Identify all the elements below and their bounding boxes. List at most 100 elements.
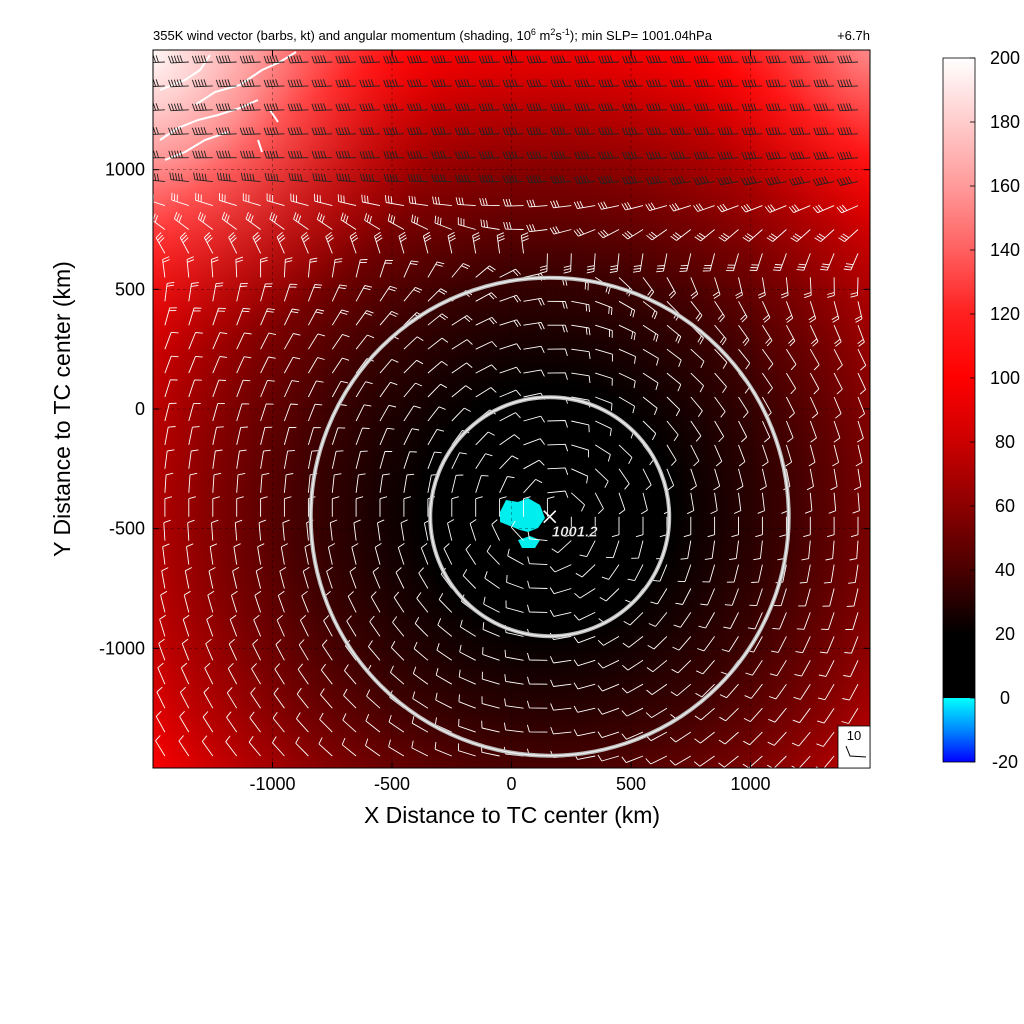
- wind-barb: [454, 127, 476, 136]
- wind-barb: [335, 55, 357, 64]
- wind-barb: [769, 660, 787, 677]
- wind-barb: [308, 308, 325, 326]
- wind-barb: [527, 676, 548, 685]
- wind-barb: [327, 543, 336, 565]
- wind-barb: [432, 196, 452, 207]
- wind-barb: [642, 300, 658, 320]
- wind-barb: [499, 455, 519, 470]
- wind-barb: [595, 420, 612, 436]
- wind-barb: [188, 449, 199, 469]
- wind-barb: [573, 635, 596, 644]
- colorbar-tick-label: 100: [990, 368, 1020, 388]
- wind-barb: [260, 283, 273, 302]
- wind-barb: [570, 492, 586, 512]
- wind-barb: [475, 387, 497, 398]
- wind-barb: [173, 211, 190, 230]
- wind-barb: [254, 590, 262, 613]
- wind-barb: [724, 588, 739, 606]
- colorbar-tick-label: 0: [1000, 688, 1010, 708]
- wind-barb: [239, 127, 261, 136]
- wind-barb: [627, 564, 644, 582]
- wind-barb: [551, 540, 572, 554]
- wind-barb: [383, 103, 404, 112]
- wind-barb: [741, 79, 763, 88]
- reference-barb: 10: [837, 725, 871, 769]
- wind-barb: [502, 79, 524, 88]
- wind-barb: [594, 492, 604, 515]
- wind-barb: [236, 379, 251, 398]
- min-slp-label: 1001.2: [552, 524, 599, 541]
- wind-barb: [403, 260, 419, 278]
- wind-barb: [597, 636, 620, 646]
- wind-barb: [412, 691, 429, 709]
- wind-barb: [277, 590, 285, 613]
- y-tick-label: 500: [115, 279, 145, 299]
- wind-barb: [427, 288, 448, 302]
- wind-barb: [233, 543, 241, 565]
- wind-barb: [314, 193, 333, 207]
- wind-barb: [383, 79, 404, 88]
- colorbar-tick-label: -20: [992, 752, 1018, 772]
- wind-barb: [283, 380, 300, 398]
- wind-barb: [331, 258, 343, 278]
- wind-barb: [833, 348, 843, 371]
- wind-barb: [475, 496, 483, 517]
- wind-barb: [622, 636, 644, 648]
- wind-barb: [164, 355, 179, 374]
- wind-barb: [168, 127, 189, 136]
- wind-barb: [252, 638, 262, 661]
- wind-barb: [523, 496, 531, 517]
- wind-barb: [813, 127, 835, 136]
- wind-barb: [484, 571, 500, 589]
- wind-barb: [827, 277, 835, 298]
- wind-barb: [153, 211, 166, 230]
- wind-barb: [169, 172, 189, 183]
- wind-barb: [502, 127, 524, 136]
- wind-barb: [785, 444, 793, 467]
- wind-barb: [364, 213, 381, 230]
- wind-barb: [427, 428, 445, 446]
- wind-barb: [642, 396, 658, 416]
- wind-barb: [336, 173, 357, 183]
- wind-barb: [403, 382, 423, 398]
- wind-barb: [836, 176, 859, 186]
- wind-barb: [236, 472, 246, 493]
- wind-barb: [526, 79, 548, 88]
- wind-barb: [504, 698, 524, 709]
- wind-barb: [217, 172, 237, 183]
- wind-barb: [550, 175, 572, 184]
- colorbar-tick-label: 200: [990, 48, 1020, 68]
- wind-barb: [731, 516, 739, 538]
- wind-barb: [693, 55, 715, 64]
- colorbar-tick-label: 40: [995, 560, 1015, 580]
- wind-barb: [236, 426, 248, 446]
- wind-barb: [211, 519, 219, 541]
- wind-barb: [812, 204, 835, 214]
- wind-barb: [833, 372, 843, 395]
- wind-barb: [311, 150, 333, 159]
- wind-barb: [420, 543, 429, 565]
- wind-barb: [837, 55, 859, 64]
- wind-barb: [714, 301, 725, 323]
- wind-barb: [374, 543, 382, 565]
- wind-barb: [212, 472, 222, 493]
- wind-barb: [481, 696, 500, 709]
- wind-barb: [812, 176, 835, 186]
- wind-barb: [712, 277, 721, 299]
- min-slp-x-mark: [543, 510, 557, 524]
- wind-barb: [451, 452, 467, 469]
- wind-barb: [526, 224, 548, 233]
- wind-barb: [435, 667, 453, 685]
- wind-barb: [274, 663, 285, 685]
- wind-barb: [240, 150, 261, 159]
- wind-barb: [652, 564, 668, 582]
- wind-barb: [299, 614, 309, 637]
- wind-barb: [635, 516, 644, 538]
- wind-barb: [260, 356, 276, 374]
- wind-barb: [666, 396, 681, 417]
- wind-barb: [527, 652, 548, 661]
- wind-barb: [550, 726, 572, 735]
- wind-barb: [355, 310, 374, 326]
- wind-barb: [478, 174, 500, 183]
- wind-barb: [427, 337, 449, 350]
